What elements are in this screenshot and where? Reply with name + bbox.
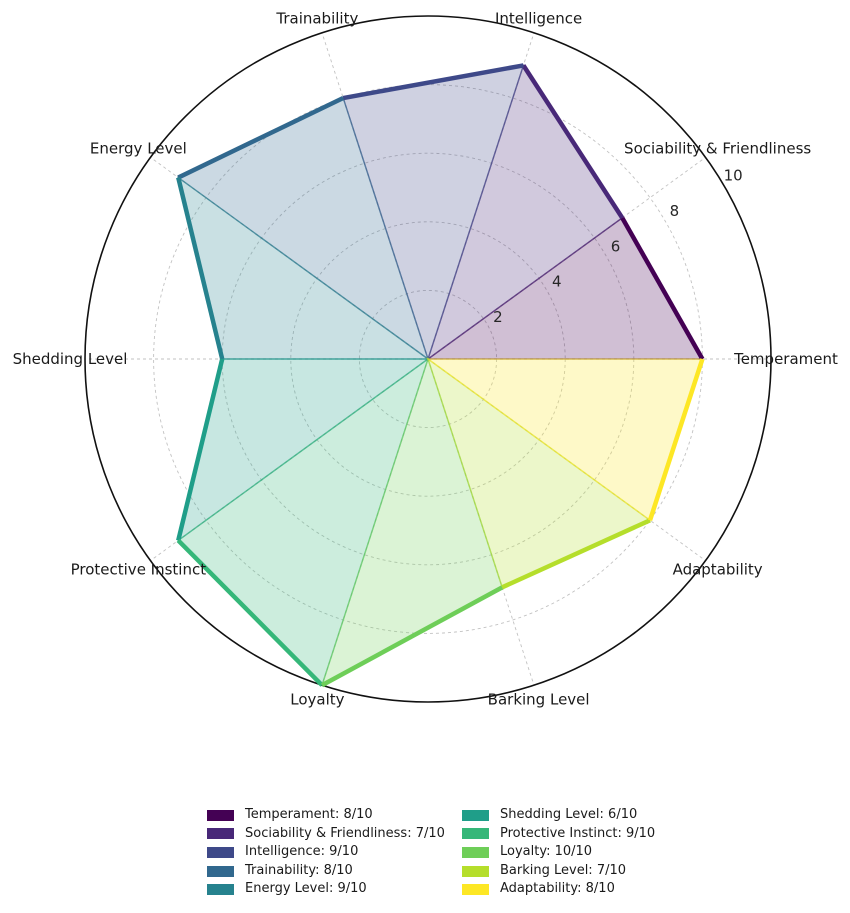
legend-label-protective-instinct: Protective Instinct: 9/10 <box>500 825 656 841</box>
legend-swatch-barking-level <box>462 865 489 877</box>
segment-line-barking-level <box>501 518 651 590</box>
segment-line-trainability <box>177 96 345 180</box>
legend-label-temperament: Temperament: 8/10 <box>245 807 373 822</box>
axis-label-loyalty: Loyalty <box>290 690 344 708</box>
legend-swatch-sociability-friendliness <box>207 828 234 840</box>
legend-swatch-protective-instinct <box>462 828 489 840</box>
legend-label-trainability: Trainability: 8/10 <box>245 862 353 878</box>
legend-swatch-adaptability <box>462 884 489 896</box>
legend-label-sociability-friendliness: Sociability & Friendliness: 7/10 <box>245 825 445 841</box>
legend-swatch-temperament <box>207 809 234 821</box>
legend-item-shedding-level: Shedding Level: 6/10 <box>462 806 655 825</box>
axis-label-shedding-level: Shedding Level <box>13 350 128 368</box>
legend-label-intelligence: Intelligence: 9/10 <box>245 844 359 860</box>
legend-swatch-intelligence <box>207 846 234 858</box>
segment-line-intelligence <box>342 63 524 101</box>
legend-column-right: Shedding Level: 6/10 Protective Instinct:… <box>462 806 655 899</box>
segment-line-adaptability <box>647 358 705 521</box>
legend-label-barking-level: Barking Level: 7/10 <box>500 862 627 878</box>
axis-label-intelligence: Intelligence <box>495 10 582 28</box>
legend-label-loyalty: Loyalty: 10/10 <box>500 844 593 860</box>
radial-tick-label-10: 10 <box>724 167 743 185</box>
radial-tick-label-2: 2 <box>493 308 503 326</box>
polar-spine <box>84 15 772 703</box>
legend-column-left: Temperament: 8/10 Sociability & Friendlin… <box>207 806 445 899</box>
legend-item-protective-instinct: Protective Instinct: 9/10 <box>462 825 655 844</box>
axis-label-energy-level: Energy Level <box>90 140 187 158</box>
legend-label-energy-level: Energy Level: 9/10 <box>245 881 367 897</box>
legend-item-energy-level: Energy Level: 9/10 <box>207 880 445 899</box>
axis-label-protective-instinct: Protective Instinct <box>71 560 207 578</box>
axis-label-adaptability: Adaptability <box>673 560 763 578</box>
radial-tick-label-8: 8 <box>670 202 680 220</box>
segment-line-shedding-level <box>176 358 225 541</box>
legend-label-shedding-level: Shedding Level: 6/10 <box>500 807 638 822</box>
radial-tick-label-6: 6 <box>611 237 621 255</box>
segment-line-protective-instinct <box>176 538 324 687</box>
legend-item-sociability-friendliness: Sociability & Friendliness: 7/10 <box>207 825 445 844</box>
legend-item-loyalty: Loyalty: 10/10 <box>462 843 655 862</box>
legend-item-barking-level: Barking Level: 7/10 <box>462 862 655 881</box>
chart-legend: Temperament: 8/10 Sociability & Friendlin… <box>0 806 850 906</box>
legend-item-intelligence: Intelligence: 9/10 <box>207 843 445 862</box>
segment-line-energy-level <box>176 177 225 360</box>
legend-item-temperament: Temperament: 8/10 <box>207 806 445 825</box>
legend-swatch-trainability <box>207 865 234 877</box>
legend-swatch-energy-level <box>207 884 234 896</box>
legend-swatch-shedding-level <box>462 809 489 821</box>
axis-label-barking-level: Barking Level <box>488 690 590 708</box>
legend-item-adaptability: Adaptability: 8/10 <box>462 880 655 899</box>
radial-tick-label-4: 4 <box>552 273 562 291</box>
axis-label-trainability: Trainability <box>275 10 358 28</box>
segment-line-sociability-friendliness <box>521 64 625 220</box>
legend-label-adaptability: Adaptability: 8/10 <box>500 881 615 897</box>
axis-label-sociability-friendliness: Sociability & Friendliness <box>624 140 811 158</box>
radar-chart: 2 4 6 8 10 Temperament Sociability & Friendlin… <box>13 10 838 709</box>
segment-line-loyalty <box>320 585 504 688</box>
segment-line-temperament <box>620 216 705 361</box>
axis-label-temperament: Temperament <box>733 350 838 368</box>
legend-item-trainability: Trainability: 8/10 <box>207 862 445 881</box>
legend-swatch-loyalty <box>462 846 489 858</box>
